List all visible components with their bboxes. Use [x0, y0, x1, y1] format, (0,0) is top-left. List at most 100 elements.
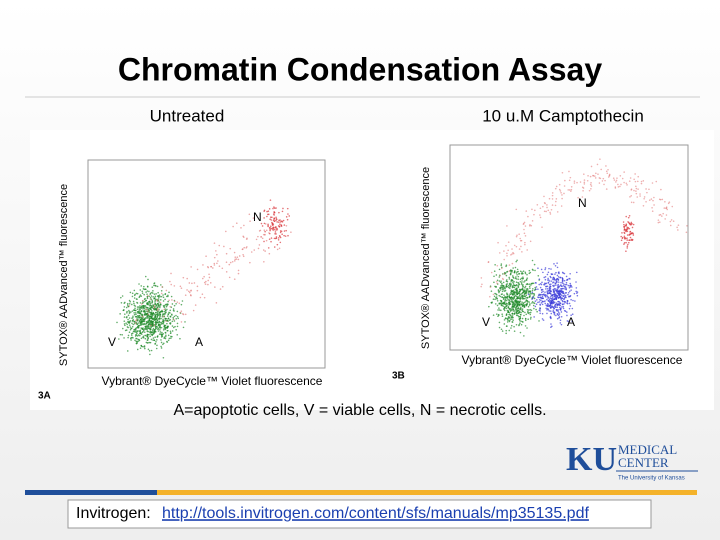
dot	[506, 321, 509, 323]
dot	[128, 312, 131, 314]
dot	[144, 317, 147, 319]
dot	[279, 241, 282, 244]
dot	[513, 284, 516, 287]
dot	[522, 302, 525, 304]
dot	[150, 349, 153, 352]
dot	[530, 224, 533, 227]
dot	[144, 313, 147, 316]
dot	[153, 308, 156, 311]
dot	[166, 327, 169, 329]
y-axis-label: SYTOX® AADvanced™ fluorescence	[420, 167, 432, 349]
dot	[494, 292, 496, 295]
dot	[270, 240, 272, 243]
dot	[513, 280, 515, 283]
dot	[160, 341, 163, 344]
dot	[140, 333, 143, 335]
dot	[166, 340, 168, 343]
color-bar	[25, 490, 157, 495]
dot	[235, 258, 238, 260]
dot	[116, 321, 118, 324]
dot	[520, 311, 522, 314]
dot	[538, 320, 540, 322]
dot	[160, 295, 163, 298]
dot	[136, 330, 139, 332]
dot	[556, 288, 559, 290]
dot	[571, 320, 573, 323]
dot	[134, 339, 136, 342]
dot	[545, 285, 547, 288]
dot	[165, 289, 168, 292]
dot	[498, 307, 500, 309]
dot	[510, 280, 513, 283]
dot	[517, 315, 520, 318]
dot	[164, 335, 167, 338]
dot	[190, 266, 192, 268]
dot	[648, 188, 650, 191]
dot	[267, 213, 270, 216]
dot	[275, 219, 277, 222]
dot	[548, 310, 551, 312]
dot	[242, 255, 245, 258]
dot	[549, 289, 552, 291]
dot	[570, 185, 573, 188]
dot	[263, 222, 266, 225]
dot	[155, 307, 158, 310]
dot	[627, 241, 630, 244]
dot	[150, 304, 153, 307]
dot	[574, 300, 576, 302]
dot	[515, 235, 518, 238]
dot	[671, 205, 674, 208]
dot	[146, 315, 148, 318]
dot	[148, 315, 151, 318]
logo-text: CENTER	[618, 455, 669, 470]
dot	[135, 328, 137, 331]
dot	[126, 302, 129, 305]
dot	[513, 303, 516, 306]
dot	[180, 321, 183, 323]
dot	[522, 310, 525, 313]
dot	[144, 304, 147, 307]
dot	[138, 314, 140, 317]
dot	[511, 318, 513, 320]
dot	[152, 314, 154, 317]
dot	[211, 267, 214, 269]
dot	[500, 328, 503, 331]
dot	[153, 319, 156, 322]
dot	[162, 320, 164, 322]
dot	[606, 172, 609, 175]
dot	[153, 282, 155, 285]
dot	[175, 302, 177, 305]
dot	[514, 300, 517, 302]
dot	[499, 287, 501, 289]
dot	[250, 251, 253, 253]
dot	[523, 306, 526, 308]
dot	[548, 283, 551, 286]
dot	[265, 229, 268, 232]
dot	[502, 288, 505, 291]
dot	[527, 292, 530, 294]
dot	[586, 179, 589, 182]
dot	[147, 310, 149, 312]
dot	[139, 312, 141, 315]
dot	[166, 315, 169, 317]
dot	[620, 235, 623, 238]
footer-link[interactable]: http://tools.invitrogen.com/content/sfs/…	[162, 505, 589, 522]
dot	[508, 278, 511, 280]
dot	[127, 334, 130, 337]
dot	[202, 264, 204, 266]
dot	[503, 323, 506, 325]
dot	[154, 318, 157, 321]
dot	[131, 310, 134, 312]
dot	[547, 277, 549, 280]
dot	[653, 196, 655, 199]
dot	[145, 299, 148, 302]
dot	[672, 220, 675, 223]
dot	[234, 258, 236, 261]
dot	[167, 313, 170, 316]
dot	[163, 324, 166, 327]
dot	[549, 310, 552, 312]
dot	[147, 294, 149, 297]
dot	[266, 210, 268, 213]
dot	[283, 234, 285, 237]
dot	[526, 299, 528, 302]
